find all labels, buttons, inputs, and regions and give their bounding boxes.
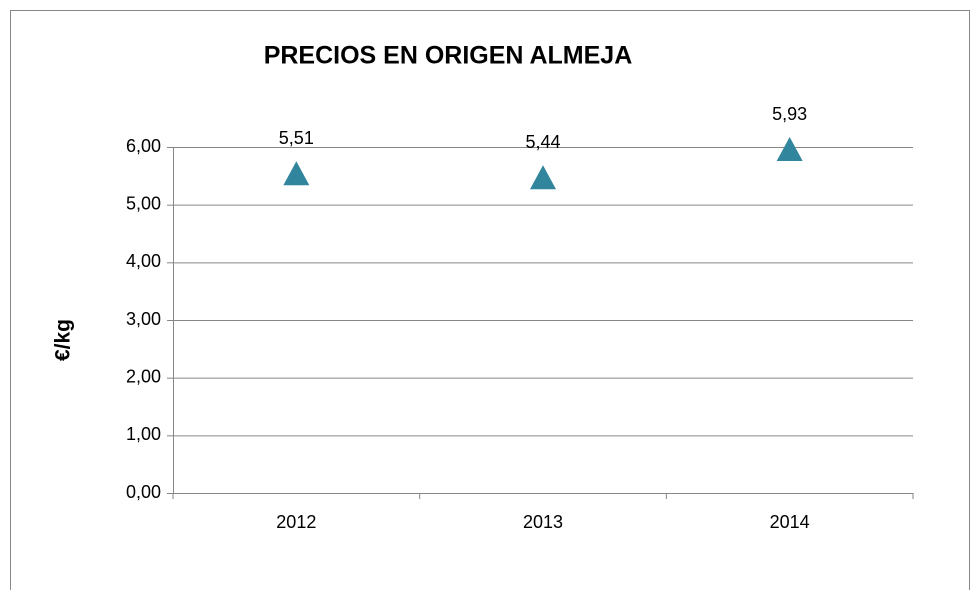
y-tick-label: 4,00 bbox=[126, 251, 161, 271]
marker bbox=[530, 165, 556, 190]
y-tick-label: 2,00 bbox=[126, 366, 161, 386]
y-axis-label: €/kg bbox=[52, 319, 75, 361]
y-tick-label: 6,00 bbox=[126, 136, 161, 156]
marker bbox=[283, 161, 310, 186]
y-tick-label: 3,00 bbox=[126, 309, 161, 329]
chart-border bbox=[10, 10, 970, 590]
x-tick-label: 2013 bbox=[523, 512, 563, 532]
chart-title: PRECIOS EN ORIGEN ALMEJA bbox=[264, 42, 633, 70]
marker bbox=[776, 137, 803, 162]
x-tick-label: 2014 bbox=[770, 512, 810, 532]
data-label: 5,51 bbox=[279, 128, 314, 148]
data-label: 5,93 bbox=[772, 104, 807, 124]
y-tick-label: 1,00 bbox=[126, 424, 161, 444]
y-tick-label: 0,00 bbox=[126, 482, 161, 502]
data-label: 5,44 bbox=[525, 132, 560, 152]
y-tick-label: 5,00 bbox=[126, 193, 161, 213]
x-tick-label: 2012 bbox=[276, 512, 316, 532]
